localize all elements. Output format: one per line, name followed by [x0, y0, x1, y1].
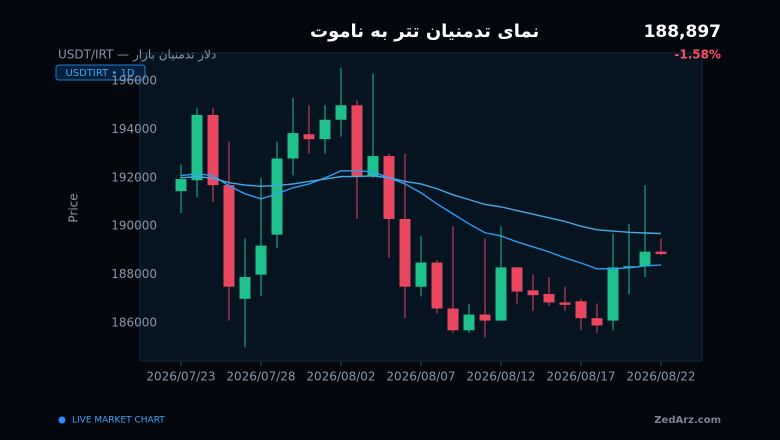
- candle-body: [239, 277, 251, 299]
- candle-body: [191, 114, 203, 181]
- candle-body: [223, 185, 235, 287]
- y-tick-label: 186000: [111, 316, 157, 330]
- price: 188,897: [644, 22, 721, 42]
- candle-body: [527, 290, 539, 296]
- candle-body: [511, 267, 523, 292]
- candle-body: [623, 266, 635, 268]
- y-tick-label: 196000: [111, 74, 157, 88]
- candle-body: [495, 267, 507, 321]
- candle-body: [655, 251, 667, 255]
- x-tick-label: 2026/08/17: [546, 370, 615, 384]
- candle-body: [207, 114, 219, 186]
- candle-body: [591, 318, 603, 326]
- candle-body: [335, 105, 347, 120]
- x-tick-label: 2026/07/28: [226, 370, 295, 384]
- candle-body: [415, 262, 427, 287]
- candle-body: [367, 156, 379, 177]
- candle-body: [543, 293, 555, 303]
- moving-average-line: [180, 170, 662, 270]
- candle-body: [559, 302, 571, 305]
- moving-average-line: [180, 175, 662, 235]
- candle-body: [575, 301, 587, 319]
- live-dot: [58, 416, 66, 424]
- candle-body: [383, 156, 395, 219]
- candle-body: [319, 119, 331, 140]
- y-tick-label: 192000: [111, 170, 157, 184]
- candle-body: [607, 267, 619, 321]
- candle-body: [271, 158, 283, 235]
- price-change: -1.58%: [674, 48, 721, 62]
- brand: ZedArz.com: [654, 415, 721, 426]
- chart-title: نمای تدمنیان تتر به ناموت: [310, 21, 539, 42]
- candle-body: [639, 251, 651, 267]
- candle-body: [303, 134, 315, 140]
- candle-body: [287, 133, 299, 159]
- x-tick-label: 2026/08/12: [466, 370, 535, 384]
- candle-body: [431, 262, 443, 309]
- x-tick-label: 2026/08/02: [306, 370, 375, 384]
- x-tick-label: 2026/08/22: [626, 370, 695, 384]
- x-tick-label: 2026/07/23: [146, 370, 215, 384]
- x-tick-label: 2026/08/07: [386, 370, 455, 384]
- badge-box: [55, 64, 146, 81]
- badge: USDTIRT • 1D: [65, 68, 134, 79]
- y-axis-label: Price: [67, 193, 81, 222]
- candle-body: [479, 314, 491, 321]
- candle-body: [463, 314, 475, 331]
- candle-body: [351, 105, 363, 177]
- y-tick-label: 194000: [111, 122, 157, 136]
- candle-body: [255, 245, 267, 275]
- y-tick-label: 190000: [111, 219, 157, 233]
- candle-body: [399, 218, 411, 287]
- y-tick-label: 188000: [111, 267, 157, 281]
- candle-body: [175, 179, 187, 192]
- subtitle: USDT/IRT — دلار تدمنیان بازار: [58, 48, 216, 63]
- footer-live: LIVE MARKET CHART: [72, 416, 165, 426]
- candle-body: [447, 308, 459, 331]
